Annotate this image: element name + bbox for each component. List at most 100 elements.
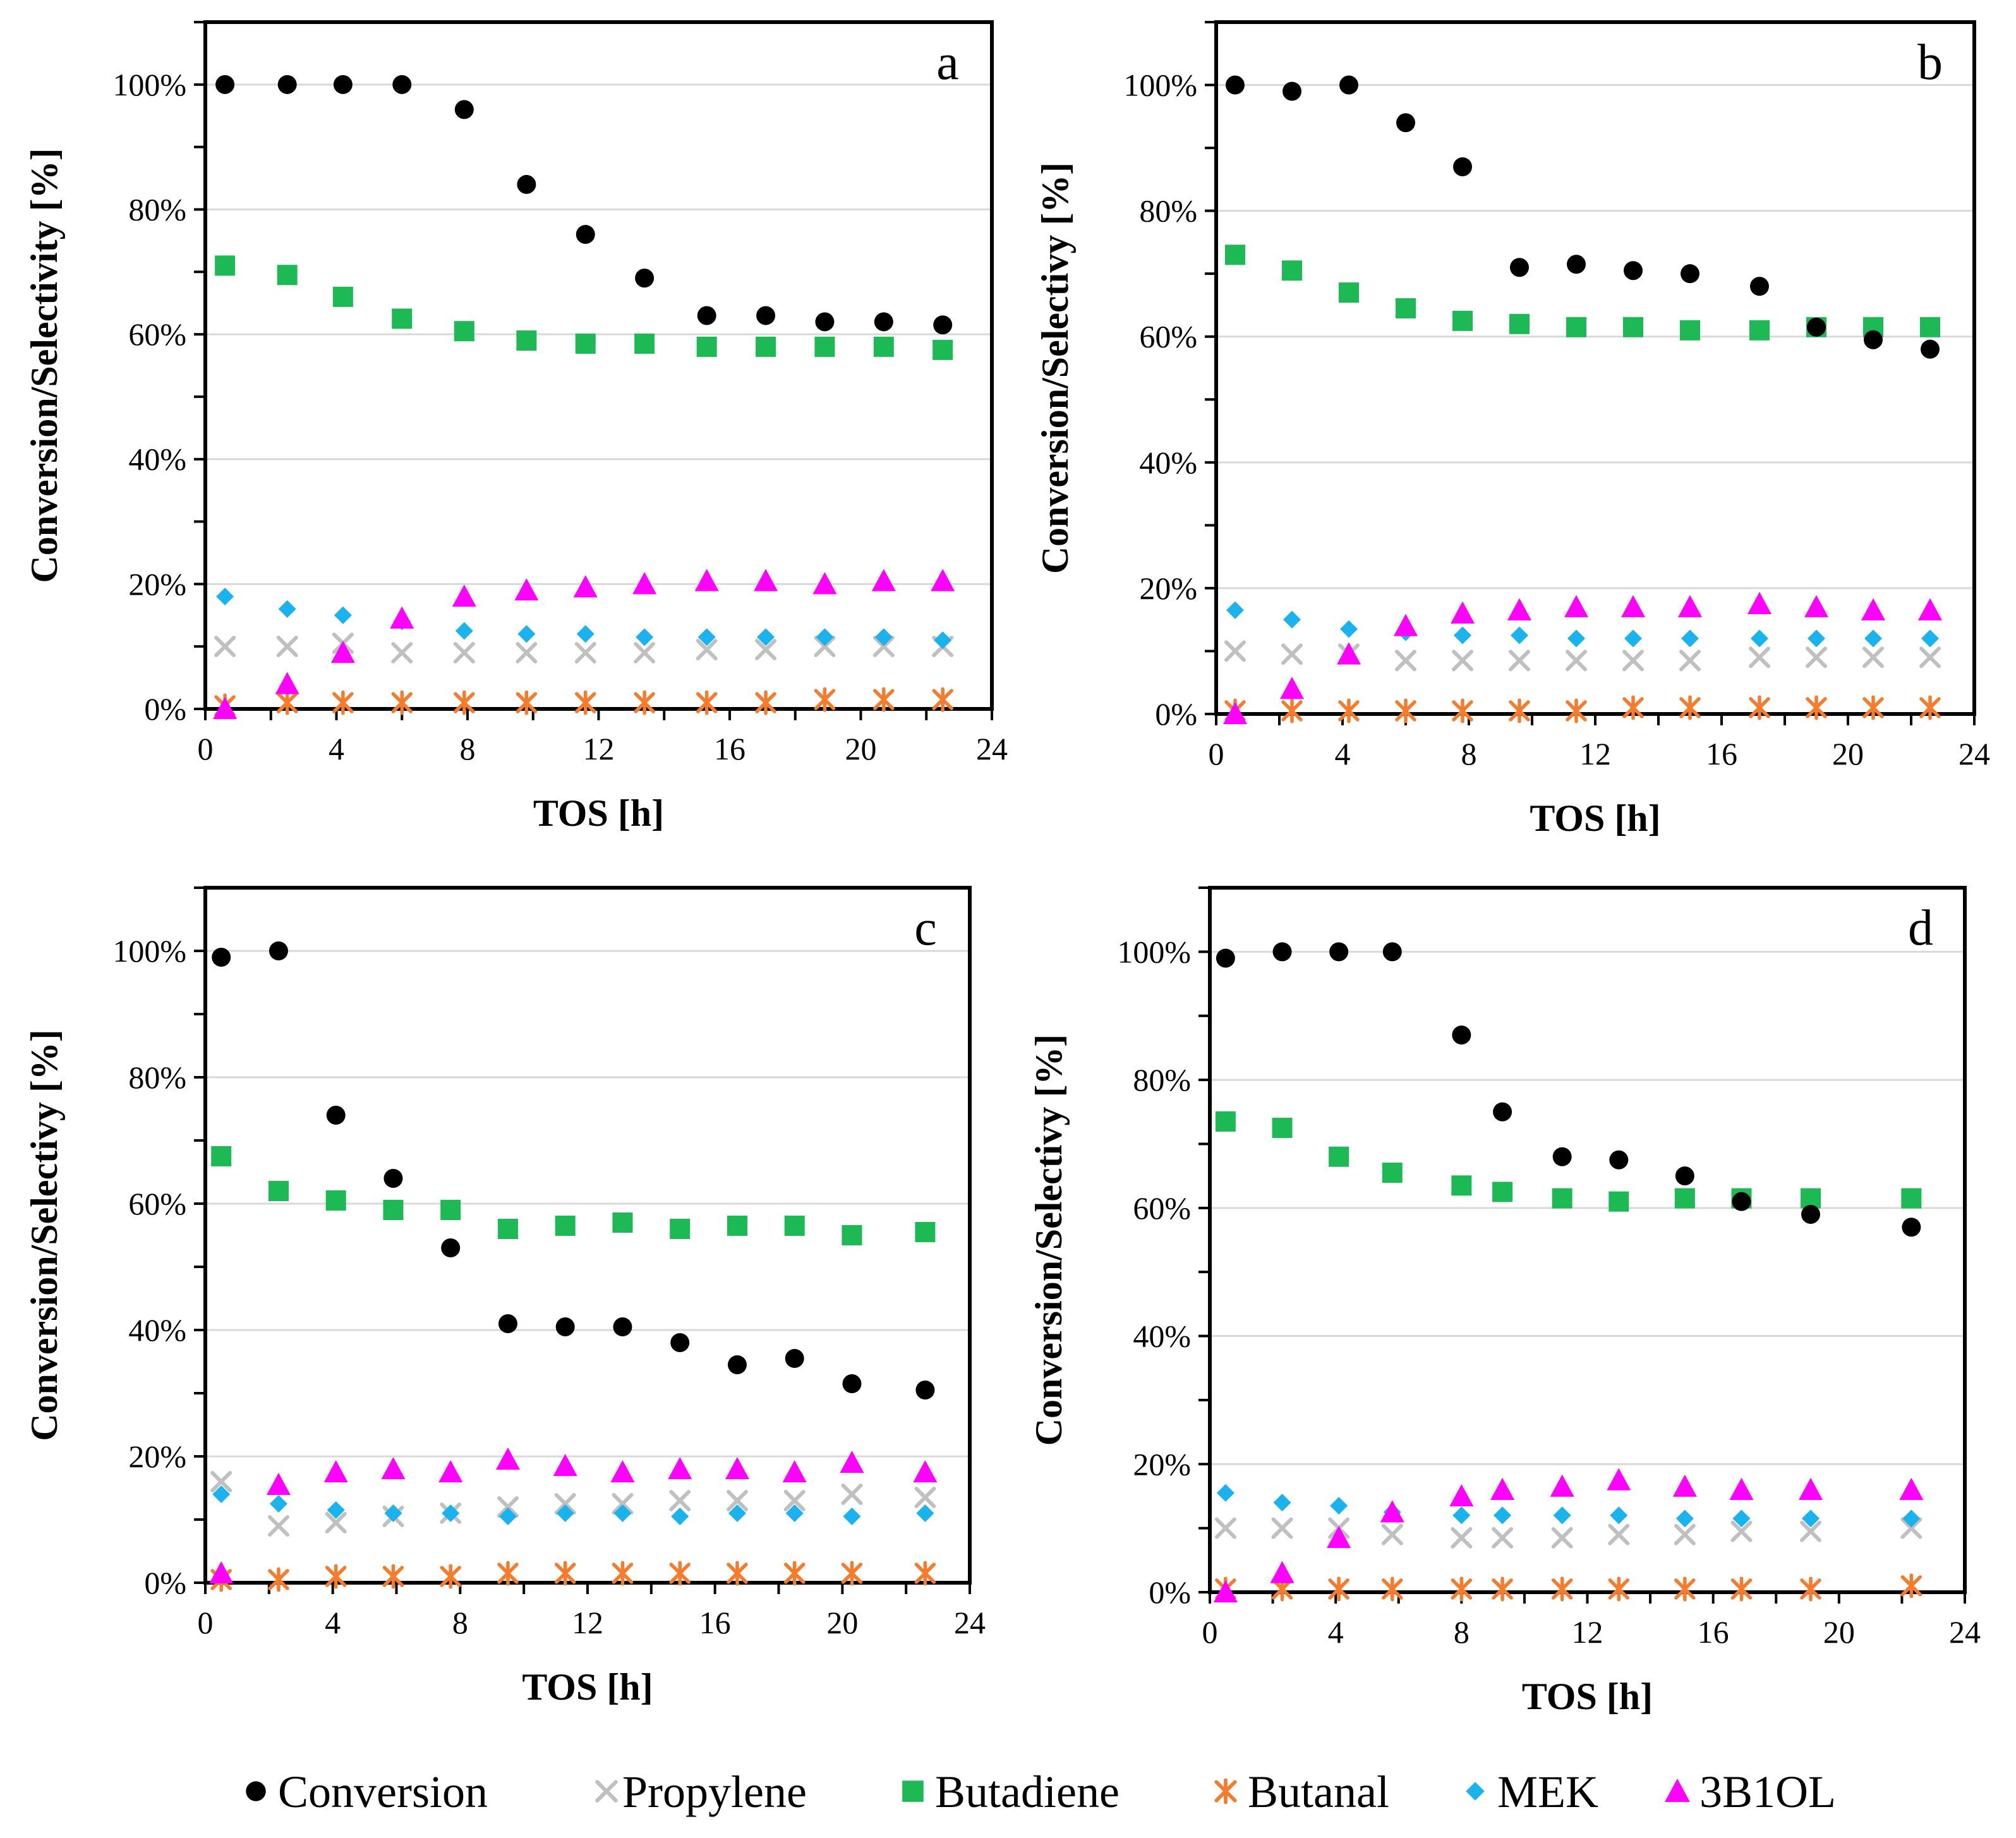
mek-point bbox=[874, 628, 893, 646]
x-tick-label: 24 bbox=[954, 1605, 986, 1640]
butanal-point bbox=[814, 687, 836, 712]
conversion-point bbox=[1329, 942, 1349, 962]
butanal-point bbox=[612, 1561, 634, 1586]
butadiene-point bbox=[727, 1216, 747, 1236]
x-tick-label: 16 bbox=[1706, 736, 1737, 771]
legend-label: Conversion bbox=[278, 1767, 488, 1817]
propylene-point bbox=[267, 1515, 289, 1537]
x-tick-label: 4 bbox=[325, 1605, 341, 1640]
b3ol-point bbox=[266, 1473, 291, 1496]
b3ol-point bbox=[1729, 1477, 1754, 1500]
butadiene-point bbox=[440, 1200, 461, 1220]
conversion-point bbox=[697, 306, 716, 325]
butanal-point bbox=[391, 690, 413, 715]
b3ol-point bbox=[514, 578, 539, 601]
conversion-point bbox=[635, 269, 655, 288]
series-mek bbox=[212, 1485, 934, 1525]
y-tick-label: 0% bbox=[144, 1565, 186, 1600]
butadiene-point bbox=[1329, 1146, 1349, 1167]
propylene-point bbox=[1492, 1527, 1514, 1549]
mek-point bbox=[728, 1504, 746, 1522]
butanal-point bbox=[1730, 1576, 1753, 1602]
legend-item-conversion: Conversion bbox=[246, 1767, 488, 1817]
butanal-point bbox=[554, 1561, 576, 1586]
butanal-point bbox=[1281, 698, 1303, 723]
legend-marker-propylene bbox=[595, 1780, 618, 1803]
conversion-point bbox=[333, 75, 353, 94]
x-tick-label: 16 bbox=[699, 1605, 731, 1640]
mek-point bbox=[1283, 610, 1301, 629]
butadiene-point bbox=[332, 286, 353, 307]
panel-label: a bbox=[936, 35, 959, 90]
series-conversion bbox=[1226, 75, 1940, 359]
mek-point bbox=[216, 588, 234, 606]
propylene-point bbox=[1862, 646, 1884, 668]
mek-point bbox=[843, 1508, 861, 1525]
b3ol-point bbox=[209, 1561, 234, 1584]
propylene-point bbox=[696, 639, 718, 661]
x-tick-label: 0 bbox=[1209, 736, 1224, 771]
propylene-point bbox=[755, 639, 777, 661]
conversion-point bbox=[727, 1355, 747, 1374]
y-axis-title: Conversion/Selectivy [%] bbox=[1034, 162, 1076, 574]
butanal-point bbox=[268, 1567, 289, 1592]
mek-point bbox=[1902, 1509, 1921, 1528]
propylene-point bbox=[1381, 1523, 1403, 1545]
butanal-point bbox=[696, 690, 718, 715]
x-axis-title: TOS [h] bbox=[533, 792, 664, 834]
conversion-point bbox=[555, 1317, 575, 1336]
y-tick-label: 40% bbox=[1139, 445, 1197, 480]
mek-point bbox=[1624, 629, 1642, 648]
b3ol-point bbox=[438, 1460, 463, 1483]
x-axis-title: TOS [h] bbox=[1530, 797, 1660, 839]
propylene-point bbox=[210, 1471, 232, 1492]
b3ol-point bbox=[812, 572, 837, 595]
butanal-point bbox=[873, 687, 895, 712]
conversion-point bbox=[842, 1374, 862, 1393]
conversion-point bbox=[576, 224, 595, 244]
legend-label: MEK bbox=[1497, 1767, 1598, 1817]
butadiene-point bbox=[497, 1219, 518, 1239]
conversion-point bbox=[277, 75, 297, 94]
mek-point bbox=[212, 1485, 231, 1503]
mek-point bbox=[1808, 629, 1825, 648]
b3ol-point bbox=[1899, 1477, 1924, 1500]
conversion-point bbox=[441, 1238, 461, 1257]
mek-point bbox=[334, 606, 352, 624]
legend-label: Butanal bbox=[1248, 1767, 1389, 1817]
butadiene-point bbox=[392, 308, 413, 329]
mek-point bbox=[1732, 1509, 1751, 1528]
butadiene-point bbox=[1382, 1163, 1403, 1183]
legend-item-mek: MEK bbox=[1466, 1767, 1598, 1817]
b3ol-point bbox=[390, 606, 414, 629]
mek-point bbox=[517, 625, 536, 643]
b3ol-point bbox=[1799, 1477, 1823, 1500]
propylene-point bbox=[516, 642, 538, 664]
plot-frame bbox=[1208, 886, 1967, 1594]
y-tick-label: 40% bbox=[128, 1312, 186, 1348]
series-conversion bbox=[1216, 942, 1921, 1237]
propylene-point bbox=[1509, 650, 1530, 672]
b3ol-point bbox=[871, 569, 896, 591]
propylene-point bbox=[814, 636, 836, 658]
butadiene-point bbox=[211, 1146, 232, 1166]
b3ol-point bbox=[1270, 1561, 1295, 1583]
butadiene-point bbox=[383, 1200, 404, 1220]
butadiene-point bbox=[842, 1225, 862, 1245]
y-tick-label: 20% bbox=[1139, 571, 1197, 606]
propylene-point bbox=[1919, 646, 1941, 668]
conversion-point bbox=[1675, 1166, 1694, 1186]
butadiene-point bbox=[215, 255, 236, 276]
mek-point bbox=[455, 622, 473, 640]
butadiene-point bbox=[1674, 1188, 1695, 1209]
butanal-point bbox=[1551, 1576, 1573, 1602]
mek-point bbox=[278, 600, 296, 618]
butanal-point bbox=[1919, 695, 1941, 720]
x-tick-label: 8 bbox=[1454, 1614, 1470, 1650]
x-axis-title: TOS [h] bbox=[1522, 1676, 1653, 1717]
y-axis-title: Conversion/Selectivy [%] bbox=[23, 1029, 65, 1441]
butadiene-point bbox=[670, 1219, 691, 1239]
butanal-point bbox=[575, 690, 596, 715]
x-tick-label: 12 bbox=[1572, 1614, 1603, 1650]
